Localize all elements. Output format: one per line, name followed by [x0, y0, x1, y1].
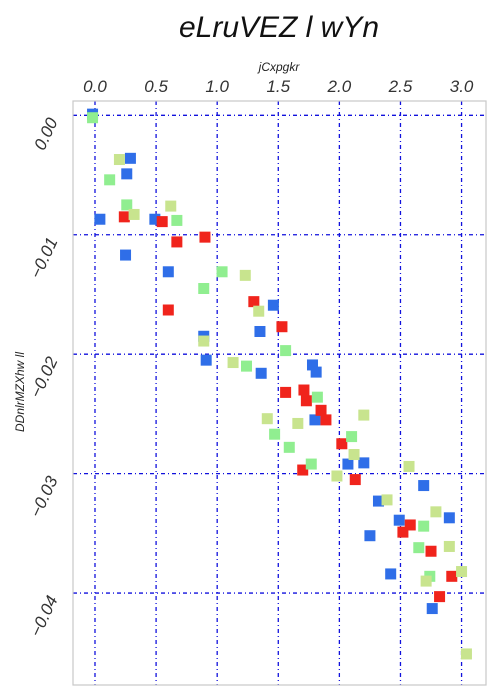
data-point — [165, 200, 177, 212]
chart-title: eLruVEZ l wYn — [179, 11, 379, 44]
y-tick-label: 0.00 — [30, 115, 61, 154]
data-point — [426, 603, 438, 615]
data-point — [403, 460, 415, 472]
data-point — [276, 321, 288, 333]
y-tick-label: −0.03 — [26, 473, 62, 521]
data-point — [456, 566, 468, 578]
x-tick-label: 1.0 — [205, 77, 229, 96]
data-point — [198, 283, 210, 295]
y-axis-label: DDnlrMZXhw ll — [13, 352, 27, 432]
x-tick-label: 1.5 — [266, 77, 290, 96]
data-point — [349, 474, 361, 486]
data-point — [292, 417, 304, 429]
data-point — [306, 359, 318, 371]
data-points — [87, 108, 472, 660]
data-point — [358, 457, 370, 469]
x-tick-label: 3.0 — [450, 77, 474, 96]
data-point — [336, 438, 348, 450]
data-point — [241, 360, 253, 372]
data-point — [364, 530, 376, 542]
data-point — [216, 266, 228, 278]
grid-lines — [73, 101, 486, 685]
data-point — [443, 512, 455, 524]
data-point — [87, 112, 99, 124]
data-point — [118, 211, 130, 223]
data-point — [297, 464, 309, 476]
x-tick-label: 0.0 — [83, 77, 107, 96]
data-point — [254, 325, 266, 337]
y-tick-label: −0.01 — [26, 234, 61, 281]
data-point — [315, 404, 327, 416]
y-tick-labels: 0.00 −0.01 −0.02 −0.03 −0.04 — [26, 115, 62, 640]
x-tick-label: 2.5 — [388, 77, 413, 96]
data-point — [372, 495, 384, 507]
data-point — [443, 540, 455, 552]
data-point — [310, 366, 322, 378]
data-point — [309, 414, 321, 426]
data-point — [261, 413, 273, 425]
data-point — [120, 249, 132, 261]
data-point — [311, 391, 323, 403]
data-point — [460, 648, 472, 660]
data-point — [171, 236, 183, 248]
data-point — [404, 519, 416, 531]
data-point — [121, 168, 133, 180]
data-point — [280, 386, 292, 398]
data-point — [162, 266, 174, 278]
data-point — [171, 214, 183, 226]
data-point — [418, 480, 430, 492]
y-tick-label: −0.04 — [26, 593, 61, 640]
data-point — [298, 384, 310, 396]
data-point — [320, 414, 332, 426]
x-tick-labels: 0.0 0.5 1.0 1.5 2.0 2.5 3.0 — [83, 77, 474, 96]
data-point — [342, 458, 354, 470]
data-point — [413, 542, 425, 554]
data-point — [239, 269, 251, 281]
data-point — [418, 520, 430, 532]
data-point — [162, 304, 174, 316]
data-point — [248, 296, 260, 308]
data-point — [446, 570, 458, 582]
data-point — [434, 591, 446, 603]
data-point — [267, 299, 279, 311]
data-point — [255, 367, 267, 379]
data-point — [358, 409, 370, 421]
y-tick-label: −0.02 — [26, 353, 62, 401]
plot-frame — [72, 100, 487, 686]
data-point — [200, 354, 212, 366]
data-point — [280, 345, 292, 357]
data-point — [397, 526, 409, 538]
data-point — [300, 395, 312, 407]
data-point — [269, 428, 281, 440]
data-point — [385, 568, 397, 580]
data-point — [393, 514, 405, 526]
data-point — [156, 216, 168, 228]
data-point — [253, 305, 265, 317]
data-point — [430, 506, 442, 518]
data-point — [331, 470, 343, 482]
data-point — [124, 152, 136, 164]
data-point — [381, 494, 393, 506]
data-point — [198, 335, 210, 347]
data-point — [128, 208, 140, 220]
data-point — [305, 458, 317, 470]
data-point — [104, 174, 116, 186]
data-point — [227, 357, 239, 369]
data-point — [420, 575, 432, 587]
data-point — [199, 231, 211, 243]
data-point — [121, 199, 133, 211]
data-point — [113, 154, 125, 166]
data-point — [149, 213, 161, 225]
x-tick-label: 0.5 — [144, 77, 168, 96]
data-point — [425, 545, 437, 557]
data-point — [346, 431, 358, 443]
x-tick-label: 2.0 — [327, 77, 352, 96]
data-point — [348, 449, 360, 461]
data-point — [94, 213, 106, 225]
data-point — [283, 441, 295, 453]
x-axis-label: jCxpgkr — [257, 60, 301, 74]
